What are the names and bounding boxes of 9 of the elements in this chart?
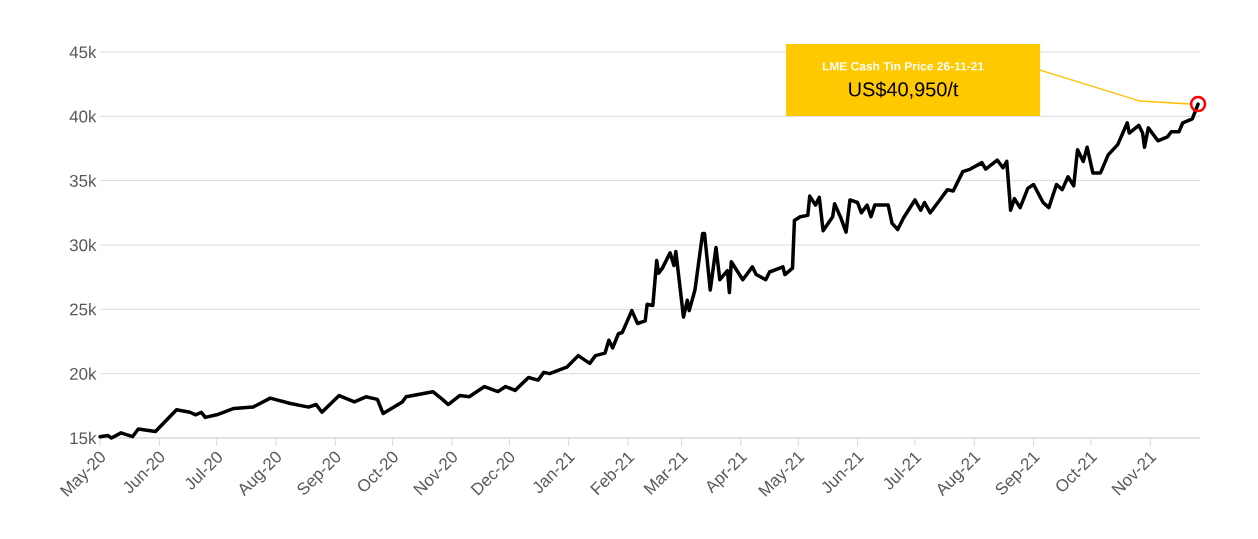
annotation: LME Cash Tin Price 26-11-21 — [822, 61, 984, 71]
y-tick-label: 40k — [69, 110, 97, 123]
y-tick-label: 15k — [70, 431, 97, 445]
y-tick-label: 20k — [70, 367, 97, 380]
y-tick-label: 45k — [69, 45, 97, 59]
y-tick-label: 25k — [70, 303, 97, 316]
annotation: US$40,950/t — [849, 81, 959, 99]
y-tick-label: 35k — [69, 174, 97, 187]
y-tick-label: 30k — [69, 238, 97, 252]
